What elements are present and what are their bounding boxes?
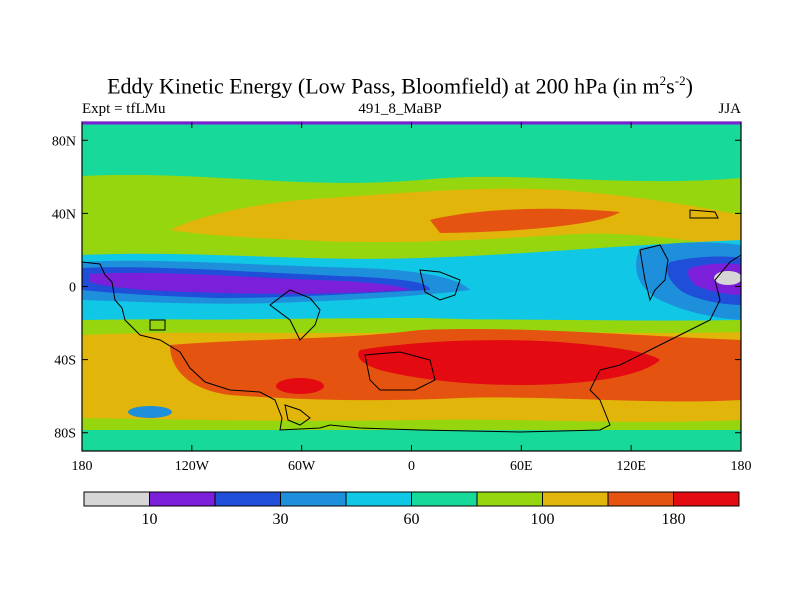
field-sh-highlat: [82, 430, 741, 451]
colorbar-label: 100: [531, 511, 555, 528]
x-axis: 180 120W 60W 0 60E 120E 180: [72, 122, 752, 474]
right-subtitle: JJA: [718, 101, 741, 117]
colorbar-box: [149, 491, 216, 507]
x-tick-label: 180: [731, 459, 752, 474]
y-tick-label: 40S: [54, 354, 76, 369]
colorbar-box: [345, 491, 412, 507]
colorbar-label: 10: [142, 511, 158, 528]
y-tick-label: 40N: [52, 207, 76, 222]
colorbar-box: [476, 491, 543, 507]
y-tick-label: 80N: [52, 134, 76, 149]
colorbar-label: 60: [404, 511, 420, 528]
field-sh-redspot: [276, 378, 324, 394]
field-wpac-min: [714, 271, 741, 285]
field-nh-jet: [430, 208, 620, 233]
center-subtitle: 491_8_MaBP: [358, 101, 442, 117]
colorbar-box: [542, 491, 609, 507]
x-tick-label: 120E: [616, 459, 646, 474]
x-tick-label: 60E: [510, 459, 533, 474]
x-tick-label: 0: [408, 459, 415, 474]
x-tick-label: 60W: [288, 459, 316, 474]
colorbar-box: [673, 491, 740, 507]
field-sh-bluepatch: [128, 406, 172, 418]
x-tick-label: 180: [72, 459, 93, 474]
colorbar-label: 180: [662, 511, 686, 528]
field-tropical-min: [90, 272, 410, 294]
colorbar-box: [214, 491, 281, 507]
colorbar-box: [83, 491, 150, 507]
y-axis: 80N 40N 0 40S 80S: [52, 134, 741, 442]
left-subtitle: Expt = tfLMu: [82, 101, 166, 117]
colorbar-box: [411, 491, 478, 507]
chart-title: Eddy Kinetic Energy (Low Pass, Bloomfiel…: [107, 73, 693, 99]
y-tick-label: 0: [69, 281, 76, 296]
x-tick-label: 120W: [175, 459, 210, 474]
coastlines: [81, 209, 742, 433]
field-nh-highlat: [82, 122, 741, 184]
y-tick-label: 80S: [54, 427, 76, 442]
contour-field: [82, 122, 741, 451]
colorbar-label: 30: [273, 511, 289, 528]
colorbar-box: [280, 491, 347, 507]
colorbar-box: [607, 491, 674, 507]
colorbar: 10 30 60 100 180: [83, 491, 740, 528]
